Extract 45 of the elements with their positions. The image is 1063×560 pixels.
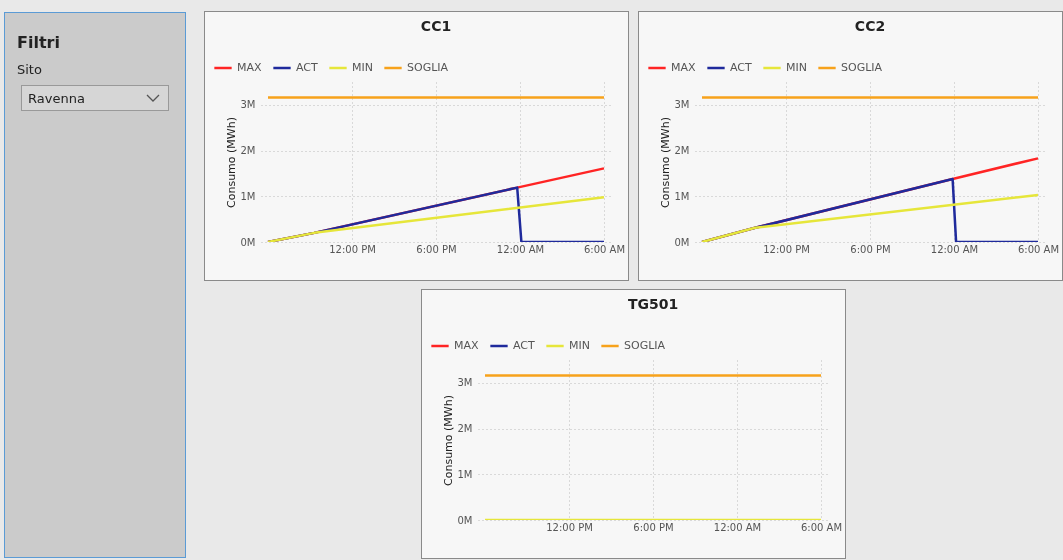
legend-label: SOGLIA: [407, 61, 449, 74]
chart-title: CC1: [420, 18, 452, 34]
x-tick-label: 12:00 PM: [546, 521, 593, 533]
x-tick-label: 6:00 AM: [583, 243, 626, 255]
y-tick-label: 1M: [674, 190, 690, 202]
legend-label: MAX: [671, 61, 697, 74]
x-tick-label: 12:00 AM: [930, 243, 979, 255]
legend-label: MIN: [352, 61, 373, 74]
y-tick-label: 1M: [240, 190, 256, 202]
y-tick-label: 2M: [457, 423, 473, 435]
text: Ravenna: [21, 85, 169, 111]
legend-label: SOGLIA: [841, 61, 883, 74]
legend-label: MAX: [454, 339, 480, 352]
y-tick-label: 0M: [674, 236, 690, 248]
y-axis-title: Consumo (MWh): [658, 117, 672, 208]
y-tick-label: 3M: [240, 99, 256, 111]
legend-label: ACT: [730, 61, 753, 74]
x-tick-label: 12:00 PM: [329, 243, 376, 255]
y-tick-label: 2M: [240, 145, 256, 157]
y-axis-title: Consumo (MWh): [224, 117, 238, 208]
chart-title: TG501: [627, 296, 679, 312]
legend-label: MAX: [237, 61, 263, 74]
y-tick-label: 3M: [457, 377, 473, 389]
x-tick-label: 6:00 AM: [1017, 243, 1060, 255]
y-tick-label: 0M: [457, 514, 473, 526]
x-tick-label: 6:00 PM: [416, 243, 457, 255]
legend-label: ACT: [296, 61, 319, 74]
legend-label: MIN: [786, 61, 807, 74]
x-tick-label: 6:00 AM: [800, 521, 843, 533]
x-tick-label: 6:00 PM: [850, 243, 891, 255]
x-tick-label: 12:00 AM: [713, 521, 762, 533]
chart-title: CC2: [854, 18, 886, 34]
legend-label: ACT: [513, 339, 536, 352]
y-tick-label: 2M: [674, 145, 690, 157]
y-tick-label: 3M: [674, 99, 690, 111]
x-tick-label: 12:00 PM: [763, 243, 810, 255]
y-axis-title: Consumo (MWh): [441, 395, 455, 486]
legend-label: MIN: [569, 339, 590, 352]
text: Sito: [17, 62, 43, 77]
y-tick-label: 1M: [457, 468, 473, 480]
text: Filtri: [17, 33, 61, 52]
x-tick-label: 12:00 AM: [496, 243, 545, 255]
y-tick-label: 0M: [240, 236, 256, 248]
x-tick-label: 6:00 PM: [633, 521, 674, 533]
legend-label: SOGLIA: [624, 339, 666, 352]
